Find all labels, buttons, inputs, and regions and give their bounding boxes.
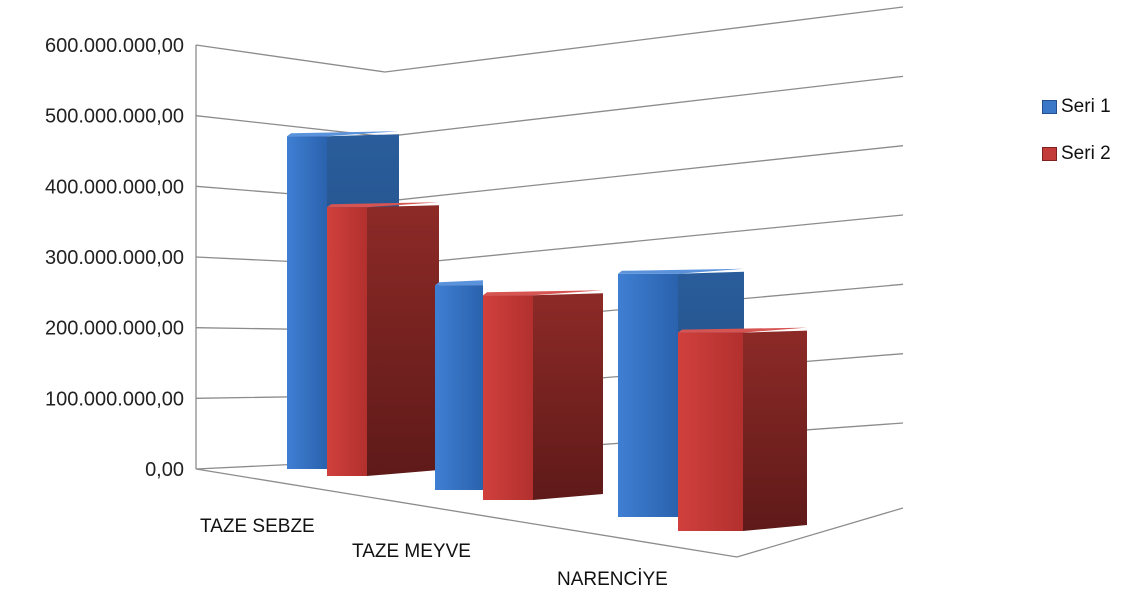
x-category-label-2: NARENCİYE — [557, 569, 668, 590]
legend-label-seri-2: Seri 2 — [1061, 143, 1111, 164]
y-tick-label-0: 0,00 — [145, 459, 184, 481]
y-tick-label-3: 300.000.000,00 — [45, 247, 184, 269]
bar-seri-2-0-side — [367, 205, 439, 476]
bar-seri-2-0-top — [327, 202, 439, 208]
gridline-6 — [195, 6, 904, 73]
bar-seri-1-2-top — [618, 268, 744, 274]
y-tick-label-5: 500.000.000,00 — [45, 106, 184, 128]
legend-swatch-seri-1 — [1042, 100, 1057, 114]
bar-seri-2-1-side — [533, 293, 603, 500]
bar-seri-1-0-front — [287, 136, 327, 469]
y-tick-label-4: 400.000.000,00 — [45, 176, 184, 198]
floor-edge — [195, 468, 904, 558]
bar-seri-1-2-front — [618, 273, 678, 517]
bar-seri-1-0-top — [287, 131, 399, 137]
legend: Seri 1 Seri 2 — [1042, 96, 1111, 190]
y-tick-label-6: 600.000.000,00 — [45, 35, 184, 57]
y-tick-label-1: 100.000.000,00 — [45, 388, 184, 410]
labels: 0,00 100.000.000,00 200.000.000,00 300.000.… — [45, 35, 668, 590]
bar-seri-2-1-front — [483, 295, 533, 500]
bar-seri-2-1-top — [483, 290, 603, 296]
x-category-label-1: TAZE MEYVE — [352, 541, 471, 562]
axes — [195, 45, 904, 558]
legend-label-seri-1: Seri 1 — [1061, 96, 1111, 117]
legend-item-seri-2: Seri 2 — [1042, 143, 1111, 165]
bar-seri-1-1-front — [435, 285, 483, 490]
bar-seri-2-2-side — [743, 330, 807, 531]
bar-seri-2-2-top — [678, 327, 807, 333]
y-tick-label-2: 200.000.000,00 — [45, 318, 184, 340]
gridline-5 — [195, 75, 904, 138]
bars — [287, 131, 807, 531]
bar-seri-2-2-front — [678, 332, 743, 531]
x-category-label-0: TAZE SEBZE — [200, 516, 315, 537]
bar-seri-1-1-top — [435, 280, 483, 286]
bar-seri-2-0-front — [327, 207, 367, 476]
legend-swatch-seri-2 — [1042, 147, 1057, 161]
legend-item-seri-1: Seri 1 — [1042, 96, 1111, 118]
